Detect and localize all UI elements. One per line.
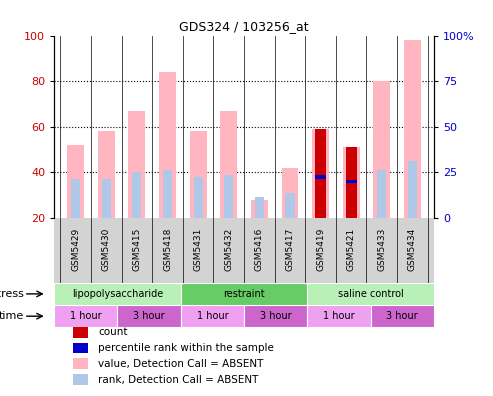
Bar bbox=[73, 343, 88, 354]
Bar bbox=[163, 170, 172, 218]
Bar bbox=[371, 305, 434, 327]
Text: GSM5419: GSM5419 bbox=[316, 228, 325, 271]
Bar bbox=[312, 129, 329, 218]
Bar bbox=[54, 305, 117, 327]
Bar bbox=[98, 131, 115, 218]
Bar bbox=[73, 327, 88, 338]
Bar bbox=[307, 283, 434, 305]
Bar bbox=[251, 200, 268, 218]
Text: GSM5434: GSM5434 bbox=[408, 228, 417, 271]
Text: GSM5421: GSM5421 bbox=[347, 228, 355, 271]
Text: lipopolysaccharide: lipopolysaccharide bbox=[72, 289, 163, 299]
Bar bbox=[408, 161, 417, 218]
Text: GSM5433: GSM5433 bbox=[377, 228, 387, 271]
Text: GSM5416: GSM5416 bbox=[255, 228, 264, 271]
Bar bbox=[316, 175, 325, 218]
Text: time: time bbox=[0, 311, 24, 321]
Text: 1 hour: 1 hour bbox=[323, 311, 355, 321]
Text: restraint: restraint bbox=[223, 289, 265, 299]
Bar bbox=[159, 72, 176, 218]
Text: GSM5415: GSM5415 bbox=[133, 228, 141, 271]
Bar bbox=[181, 305, 244, 327]
Text: 1 hour: 1 hour bbox=[70, 311, 102, 321]
Bar bbox=[285, 193, 294, 218]
Bar bbox=[307, 305, 371, 327]
Bar bbox=[244, 305, 307, 327]
Bar bbox=[73, 374, 88, 385]
Text: percentile rank within the sample: percentile rank within the sample bbox=[98, 343, 274, 353]
Text: GSM5417: GSM5417 bbox=[285, 228, 294, 271]
Text: count: count bbox=[98, 327, 127, 337]
Bar bbox=[117, 305, 181, 327]
Bar bbox=[346, 180, 356, 183]
Bar bbox=[255, 198, 264, 218]
Bar bbox=[67, 145, 84, 218]
Bar bbox=[220, 111, 237, 218]
Text: 1 hour: 1 hour bbox=[197, 311, 228, 321]
Bar bbox=[54, 283, 181, 305]
Bar bbox=[347, 179, 356, 218]
Bar bbox=[71, 179, 80, 218]
Bar bbox=[190, 131, 207, 218]
Bar bbox=[224, 175, 233, 218]
Bar bbox=[129, 111, 145, 218]
Text: stress: stress bbox=[0, 289, 24, 299]
Bar bbox=[315, 129, 326, 218]
Text: 3 hour: 3 hour bbox=[260, 311, 291, 321]
Bar bbox=[73, 358, 88, 369]
Text: GSM5430: GSM5430 bbox=[102, 228, 111, 271]
Text: GSM5418: GSM5418 bbox=[163, 228, 172, 271]
Text: saline control: saline control bbox=[338, 289, 403, 299]
Title: GDS324 / 103256_at: GDS324 / 103256_at bbox=[179, 20, 309, 33]
Bar bbox=[315, 175, 326, 179]
Bar bbox=[343, 147, 359, 218]
Text: value, Detection Call = ABSENT: value, Detection Call = ABSENT bbox=[98, 359, 263, 369]
Text: GSM5431: GSM5431 bbox=[194, 228, 203, 271]
Bar bbox=[404, 40, 421, 218]
Text: GSM5429: GSM5429 bbox=[71, 228, 80, 271]
Bar bbox=[181, 283, 307, 305]
Bar bbox=[102, 179, 111, 218]
Bar bbox=[132, 172, 141, 218]
Bar bbox=[373, 81, 390, 218]
Bar bbox=[377, 170, 387, 218]
Text: 3 hour: 3 hour bbox=[387, 311, 418, 321]
Text: GSM5432: GSM5432 bbox=[224, 228, 233, 271]
Bar bbox=[194, 177, 203, 218]
Bar bbox=[282, 168, 298, 218]
Text: 3 hour: 3 hour bbox=[133, 311, 165, 321]
Text: rank, Detection Call = ABSENT: rank, Detection Call = ABSENT bbox=[98, 375, 258, 385]
Bar bbox=[346, 147, 356, 218]
